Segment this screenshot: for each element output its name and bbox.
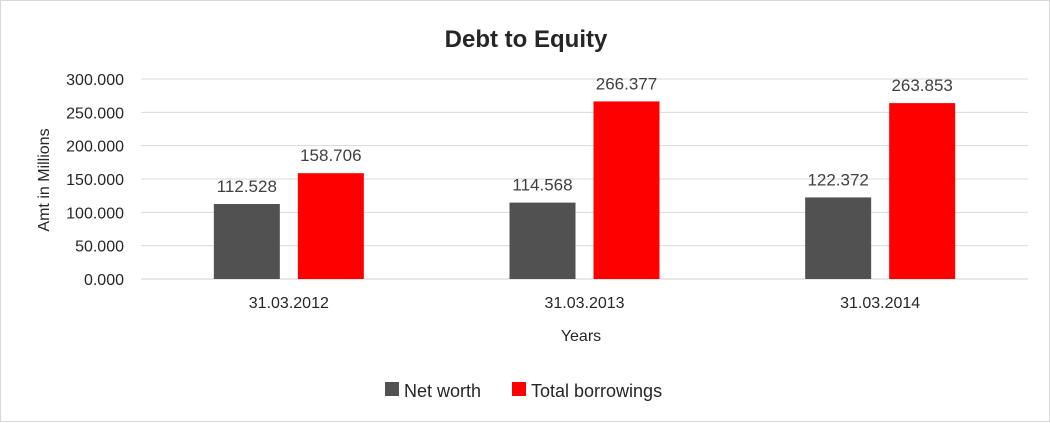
data-label: 263.853 [891,76,952,95]
bar-net-worth [805,197,872,279]
y-tick-label: 0.000 [84,272,124,289]
legend-label-total-borrowings: Total borrowings [531,381,662,401]
y-axis-ticks: 0.000 50.000 100.000 150.000 200.000 250.000 3… [66,72,124,289]
legend-swatch-total-borrowings [512,382,526,396]
bars [213,101,956,280]
legend-label-net-worth: Net worth [404,381,481,401]
data-label: 112.528 [217,177,277,196]
y-tick-label: 300.000 [66,72,124,89]
bar-net-worth [213,203,280,279]
x-tick-label: 31.03.2012 [249,295,329,312]
legend: Net worth Total borrowings [385,381,662,401]
y-tick-label: 50.000 [75,239,124,256]
data-label: 114.568 [512,176,572,195]
bar-total-borrowings [889,103,956,280]
data-label: 122.372 [807,170,868,189]
data-labels: 112.528 158.706 114.568 266.377 122.372 263.8… [217,74,953,196]
data-label: 158.706 [300,146,361,165]
x-tick-label: 31.03.2014 [840,295,920,312]
bar-net-worth [509,202,576,279]
y-tick-label: 250.000 [66,105,124,122]
legend-swatch-net-worth [385,382,399,396]
x-axis-label: Years [561,328,601,345]
x-axis-ticks: 31.03.2012 31.03.2013 31.03.2014 [249,295,921,312]
y-tick-label: 200.000 [66,139,124,156]
y-tick-label: 150.000 [66,172,124,189]
y-tick-label: 100.000 [66,205,124,222]
x-tick-label: 31.03.2013 [544,295,624,312]
bar-total-borrowings [297,173,364,279]
grid-lines [141,78,1028,247]
chart-title: Debt to Equity [445,26,608,53]
data-label: 266.377 [596,74,657,93]
y-axis-label: Amt in Millions [36,128,53,231]
bar-total-borrowings [593,101,660,279]
